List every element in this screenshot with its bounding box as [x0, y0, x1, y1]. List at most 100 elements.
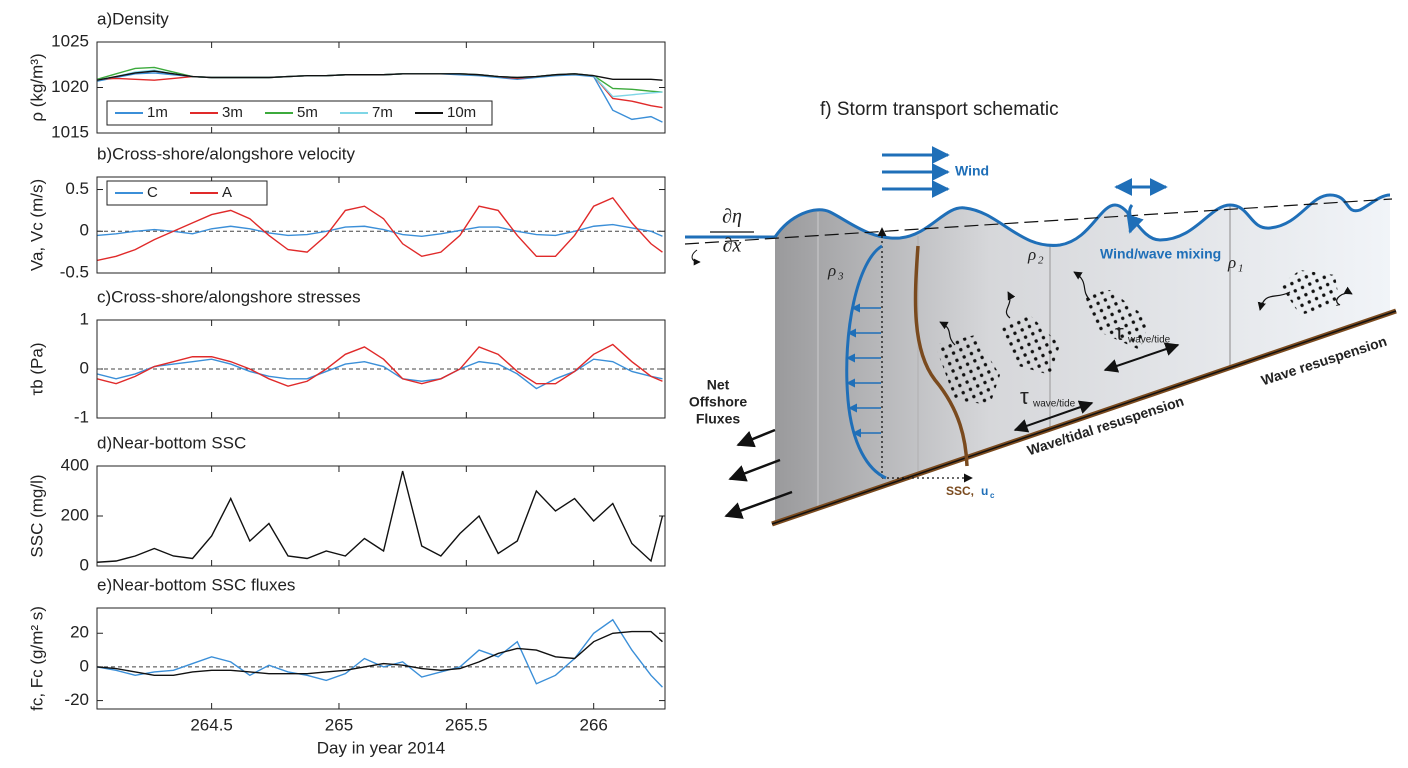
x-axis-label: Day in year 2014 [317, 738, 446, 757]
panel-title: b)Cross-shore/alongshore velocity [97, 144, 355, 163]
x-tick-label: 264.5 [190, 715, 233, 734]
slope-arrow [691, 249, 701, 266]
y-axis-label: τb (Pa) [27, 342, 46, 395]
y-tick-label: 400 [61, 455, 89, 474]
water-wedge [775, 195, 1390, 522]
panel: a)Density ρ (kg/m³) 1015 1020 1025 1m 3m 5m 7m 10… [27, 9, 666, 141]
y-tick-label: 1020 [51, 77, 89, 96]
legend-label: 7m [372, 104, 393, 121]
y-axis-label: ρ (kg/m³) [27, 53, 46, 121]
series-line [97, 197, 663, 262]
sediment-clouds [935, 270, 1340, 405]
series-line [97, 470, 664, 563]
plot-area [97, 608, 665, 709]
y-axis-label: SSC (mg/l) [27, 474, 46, 557]
y-tick-label: 20 [70, 623, 89, 642]
rho-symbol: ρ [1027, 245, 1036, 264]
series-line [97, 630, 663, 677]
y-tick-label: -20 [64, 690, 89, 709]
panel: c)Cross-shore/alongshore stresses τb (Pa)… [27, 287, 666, 426]
sea-surface [773, 193, 1391, 247]
plot-frame [96, 319, 666, 419]
rho-subscript: 3 [837, 271, 844, 283]
net-flux-label: Net [707, 377, 730, 393]
mean-slope [684, 198, 1393, 245]
y-tick-label: -1 [74, 407, 89, 426]
slope-numerator: ∂η [722, 206, 742, 228]
flux-arrow [728, 458, 781, 482]
tau-subscript: wave/tide [1032, 399, 1076, 410]
y-tick-label: 1 [80, 309, 89, 328]
u-subscript: c [990, 491, 995, 500]
sediment-cloud [1085, 290, 1150, 350]
legend-label: 10m [447, 104, 476, 121]
flux-arrow [736, 428, 776, 448]
suspension-path [1073, 271, 1091, 301]
plot-frame [96, 607, 666, 710]
sediment-cloud [1280, 270, 1340, 315]
tau-subscript: wave/tide [1127, 335, 1171, 346]
u-label: u [981, 484, 988, 498]
suspension-path [1005, 291, 1016, 319]
schematic: f) Storm transport schematic Wind Wind/w… [684, 99, 1397, 527]
sediment-cloud [1000, 315, 1060, 375]
y-tick-label: 0 [80, 221, 89, 240]
legend-label: 1m [147, 104, 168, 121]
y-axis-label: fc, Fc (g/m² s) [27, 606, 46, 711]
panel: d)Near-bottom SSC SSC (mg/l) 0 200 400 [27, 433, 666, 574]
series-line [97, 70, 663, 81]
tau-symbol: τ [1115, 320, 1124, 345]
wind-arrows [882, 146, 950, 198]
sediment-cloud [935, 335, 1000, 405]
y-tick-label: 200 [61, 505, 89, 524]
x-tick-label: 265 [325, 715, 353, 734]
rho-symbol: ρ [827, 261, 836, 280]
mixing-arrow [1126, 204, 1144, 234]
x-tick-label: 265.5 [445, 715, 488, 734]
rho-subscript: 2 [1038, 255, 1044, 267]
panel-title: d)Near-bottom SSC [97, 433, 246, 452]
plot-frame [96, 465, 666, 567]
plot-frame [96, 176, 666, 274]
ssc-label: SSC, [946, 484, 974, 498]
y-tick-label: 1025 [51, 31, 89, 50]
y-tick-label: 0 [80, 555, 89, 574]
flux-arrow [724, 490, 793, 519]
legend-label: 3m [222, 104, 243, 121]
panel-title: e)Near-bottom SSC fluxes [97, 575, 295, 594]
plot-frame [96, 41, 666, 134]
tau-symbol: τ [1020, 384, 1029, 409]
y-tick-label: -0.5 [60, 262, 89, 281]
legend: 1m 3m 5m 7m 10m [106, 100, 493, 126]
panel-title: a)Density [97, 9, 169, 28]
rho-subscript: 1 [1238, 263, 1244, 275]
mixing-label: Wind/wave mixing [1100, 246, 1221, 262]
suspension-paths [939, 271, 1353, 346]
stress-arrow [1013, 400, 1094, 433]
suspension-path [1257, 291, 1291, 311]
legend-label: A [222, 184, 232, 201]
panel: e)Near-bottom SSC fluxes fc, Fc (g/m² s) -… [27, 575, 666, 757]
schematic-title: f) Storm transport schematic [820, 99, 1059, 120]
panel: b)Cross-shore/alongshore velocity Va, Vc … [27, 144, 666, 281]
y-tick-label: 0.5 [65, 179, 89, 198]
wind-label: Wind [955, 163, 989, 179]
suspension-path [1336, 286, 1353, 306]
y-tick-label: 0 [80, 656, 89, 675]
stress-arrow [1103, 342, 1180, 373]
series-line [97, 343, 663, 387]
panel-title: c)Cross-shore/alongshore stresses [97, 287, 361, 306]
legend-label: 5m [297, 104, 318, 121]
slope-denominator: ∂x [723, 235, 742, 257]
net-flux-label: Offshore [689, 394, 748, 410]
net-flux-label: Fluxes [696, 411, 741, 427]
legend-label: C [147, 184, 158, 201]
net-flux-arrows [724, 428, 793, 519]
rho-symbol: ρ [1227, 253, 1236, 272]
y-tick-label: 1015 [51, 122, 89, 141]
y-tick-label: 0 [80, 358, 89, 377]
series-line [97, 223, 663, 237]
